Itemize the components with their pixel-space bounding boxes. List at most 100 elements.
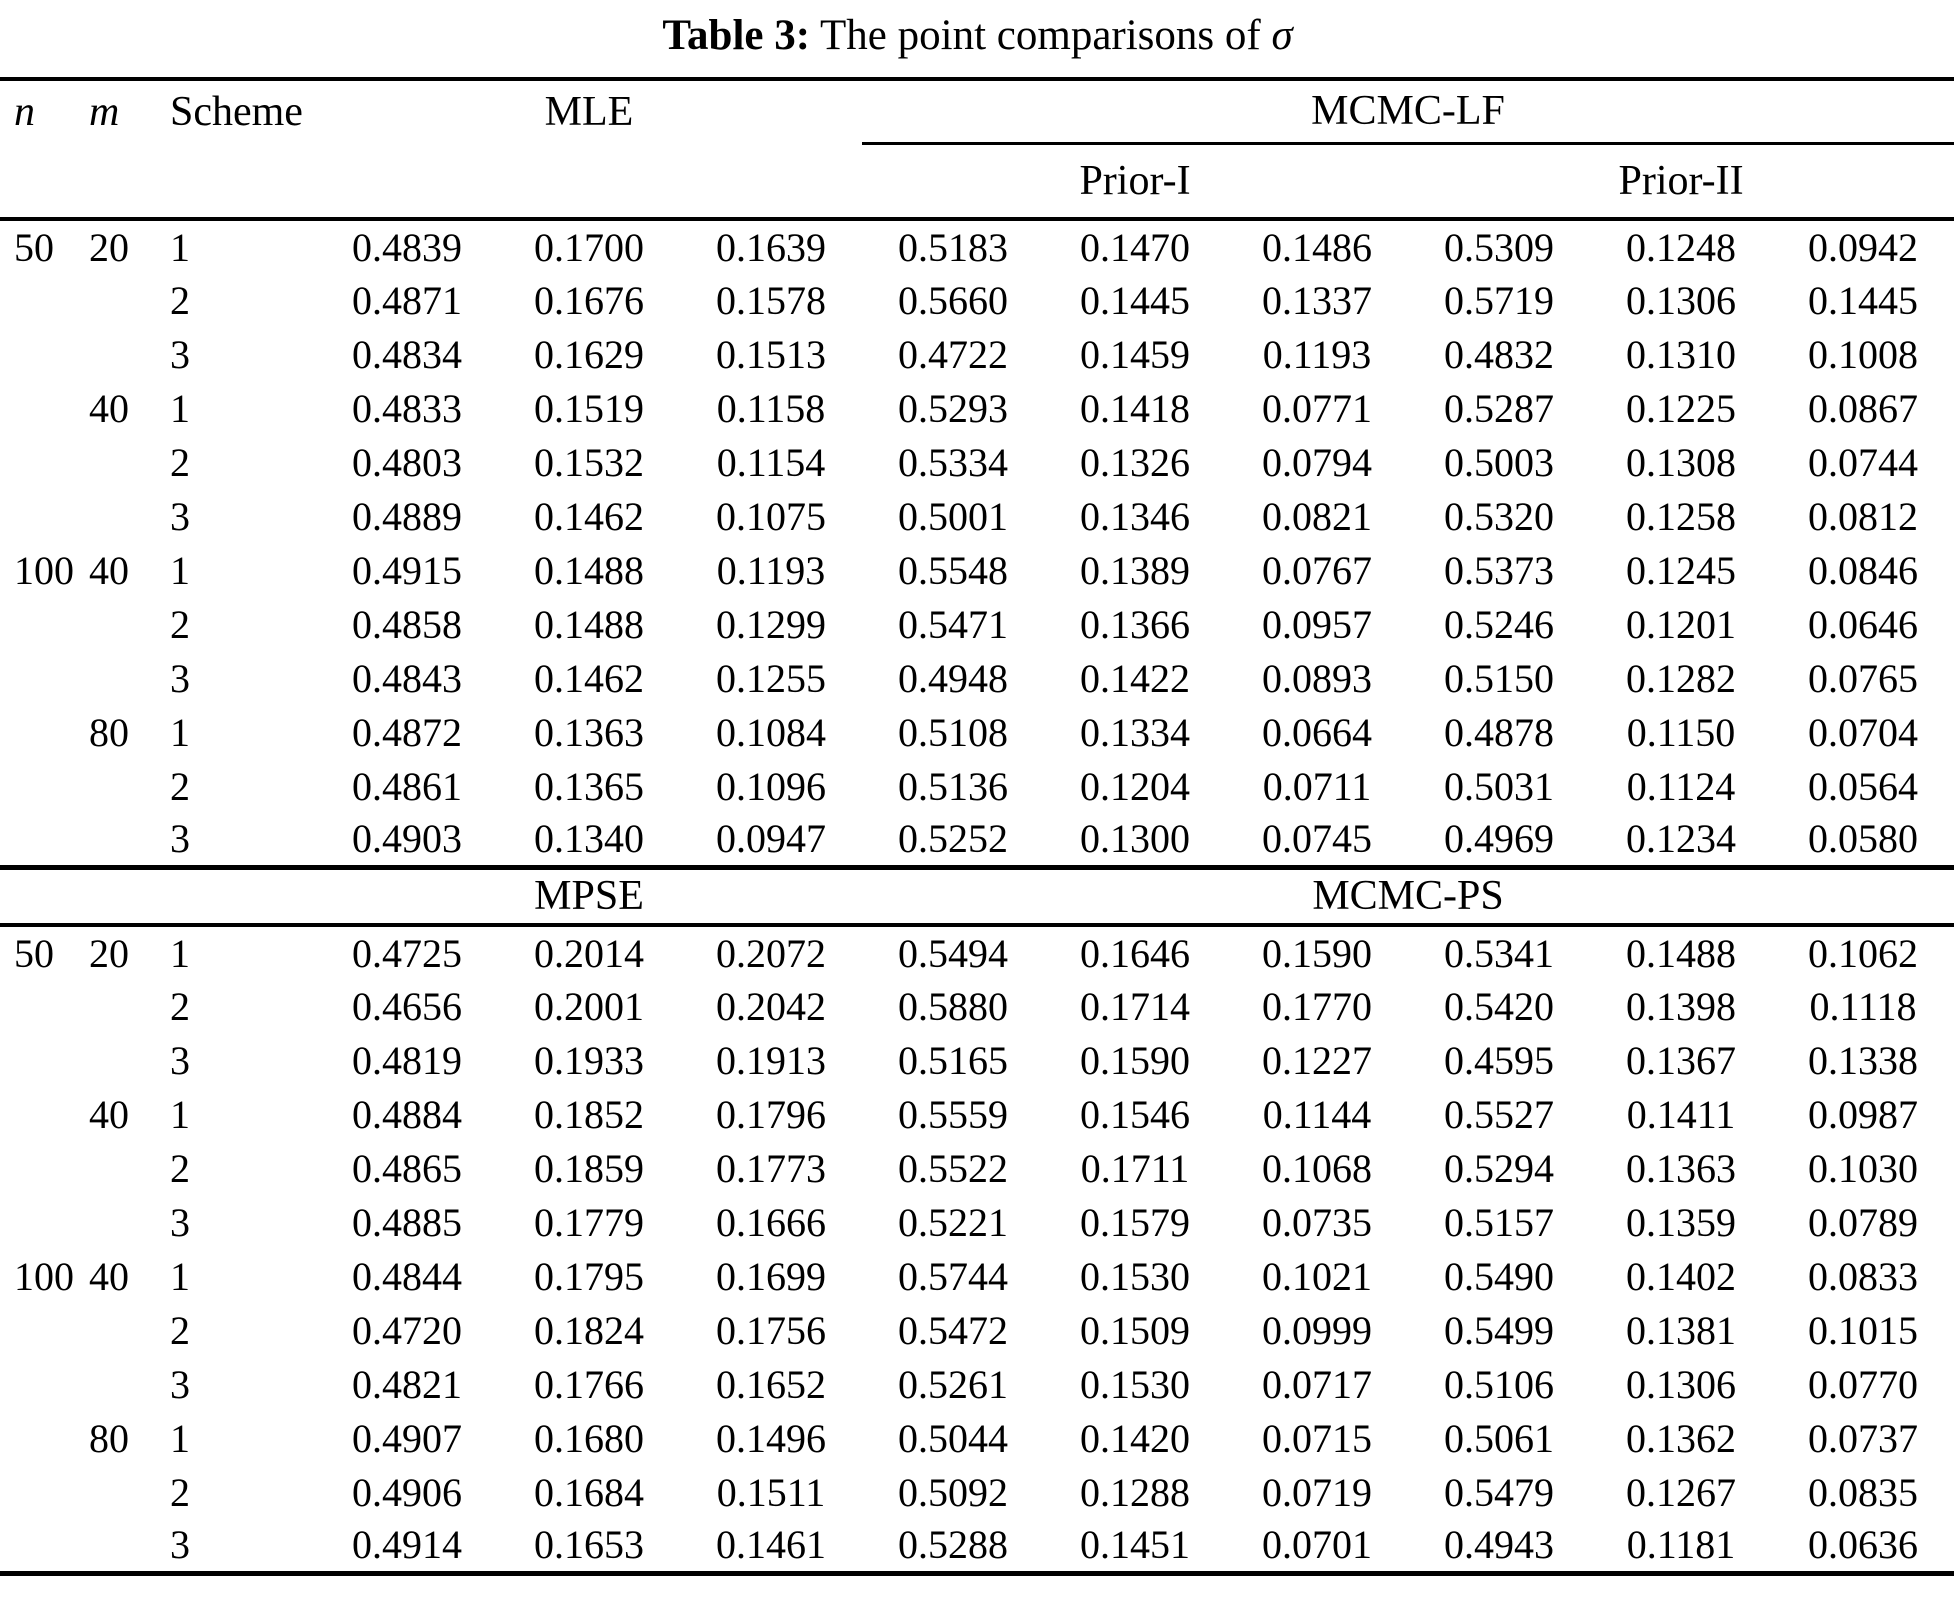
value-cell: 0.0789 (1808, 1199, 1919, 1245)
value-cell: 0.1488 (534, 601, 644, 647)
value-cell: 0.4861 (352, 763, 462, 809)
table-row: 2 0.4865 0.1859 0.1773 0.5522 0.1711 0.1068 0.5… (0, 1141, 1954, 1195)
scheme-cell: 1 (170, 224, 190, 270)
value-cell: 0.5106 (1444, 1361, 1555, 1407)
value-cell: 0.1530 (1080, 1361, 1191, 1407)
value-cell: 0.1118 (1809, 983, 1917, 1029)
value-cell: 0.4889 (352, 493, 462, 539)
value-cell: 0.5744 (898, 1253, 1009, 1299)
value-cell: 0.4843 (352, 655, 462, 701)
n-cell (0, 1357, 85, 1411)
value-cell: 0.1201 (1626, 601, 1737, 647)
m-cell: 40 (89, 1091, 129, 1137)
m-cell (85, 435, 140, 489)
value-cell: 0.5246 (1444, 601, 1555, 647)
value-cell: 0.5031 (1444, 763, 1555, 809)
col-header-mcmc-ps: MCMC-PS (1312, 873, 1504, 920)
n-cell (0, 1087, 85, 1141)
value-cell: 0.5287 (1444, 385, 1555, 431)
scheme-cell: 1 (170, 1415, 190, 1461)
m-cell: 40 (89, 385, 129, 431)
table-row: 50 20 1 0.4839 0.1700 0.1639 0.5183 0.1470 0.148… (0, 219, 1954, 273)
value-cell: 0.1488 (1626, 930, 1737, 976)
value-cell: 0.1204 (1080, 763, 1191, 809)
value-cell: 0.5472 (898, 1307, 1009, 1353)
value-cell: 0.0957 (1262, 601, 1373, 647)
value-cell: 0.1422 (1080, 655, 1191, 701)
n-cell (0, 273, 85, 327)
value-cell: 0.1310 (1626, 331, 1737, 377)
value-cell: 0.2001 (534, 983, 644, 1029)
value-cell: 0.0821 (1262, 493, 1373, 539)
value-cell: 0.5559 (898, 1091, 1009, 1137)
table-row: 40 1 0.4884 0.1852 0.1796 0.5559 0.1546 0.1144 0… (0, 1087, 1954, 1141)
n-cell (0, 597, 85, 651)
value-cell: 0.1459 (1080, 331, 1191, 377)
value-cell: 0.1779 (534, 1199, 644, 1245)
value-cell: 0.4907 (352, 1415, 462, 1461)
value-cell: 0.1509 (1080, 1307, 1191, 1353)
value-cell: 0.1470 (1080, 224, 1191, 270)
divider-row: MPSE MCMC-PS (0, 867, 1955, 925)
scheme-cell: 1 (170, 1253, 190, 1299)
m-cell (85, 1033, 140, 1087)
value-cell: 0.1021 (1262, 1253, 1373, 1299)
value-cell: 0.1773 (716, 1145, 826, 1191)
value-cell: 0.0735 (1262, 1199, 1373, 1245)
value-cell: 0.0867 (1808, 385, 1919, 431)
value-cell: 0.0719 (1262, 1469, 1373, 1515)
value-cell: 0.1062 (1808, 930, 1919, 976)
scheme-cell: 2 (170, 1307, 190, 1353)
table-row: 2 0.4656 0.2001 0.2042 0.5880 0.1714 0.1770 0.5… (0, 979, 1954, 1033)
table-row: 100 40 1 0.4915 0.1488 0.1193 0.5548 0.1389 0.07… (0, 543, 1954, 597)
value-cell: 0.1418 (1080, 385, 1191, 431)
table-title: Table 3: The point comparisons of σ (0, 0, 1955, 77)
value-cell: 0.1365 (534, 763, 644, 809)
value-cell: 0.1756 (716, 1307, 826, 1353)
value-cell: 0.1795 (534, 1253, 644, 1299)
value-cell: 0.5108 (898, 709, 1009, 755)
value-cell: 0.4803 (352, 439, 462, 485)
value-cell: 0.1362 (1626, 1415, 1737, 1461)
value-cell: 0.1308 (1626, 439, 1737, 485)
value-cell: 0.4720 (352, 1307, 462, 1353)
value-cell: 0.1445 (1080, 277, 1191, 323)
scheme-cell: 1 (170, 1091, 190, 1137)
col-header-mcmc-lf: MCMC-LF (862, 79, 1955, 145)
value-cell: 0.5522 (898, 1145, 1009, 1191)
m-cell: 20 (89, 930, 129, 976)
table-row: 40 1 0.4833 0.1519 0.1158 0.5293 0.1418 0.0771 0… (0, 381, 1954, 435)
value-cell: 0.4858 (352, 601, 462, 647)
value-cell: 0.0987 (1808, 1091, 1919, 1137)
col-header-mpse: MPSE (534, 873, 644, 920)
value-cell: 0.1652 (716, 1361, 826, 1407)
table-row: 2 0.4871 0.1676 0.1578 0.5660 0.1445 0.1337 0.5… (0, 273, 1954, 327)
value-cell: 0.0646 (1808, 601, 1919, 647)
value-cell: 0.1676 (534, 277, 644, 323)
table-row: 100 40 1 0.4844 0.1795 0.1699 0.5744 0.1530 0.10… (0, 1249, 1954, 1303)
value-cell: 0.5309 (1444, 224, 1555, 270)
col-header-mle: MLE (544, 89, 634, 135)
n-cell (0, 813, 85, 867)
value-cell: 0.0715 (1262, 1415, 1373, 1461)
table-row: 3 0.4889 0.1462 0.1075 0.5001 0.1346 0.0821 0.5… (0, 489, 1954, 543)
value-cell: 0.1629 (534, 331, 644, 377)
n-cell (0, 489, 85, 543)
value-cell: 0.4595 (1444, 1037, 1555, 1083)
value-cell: 0.1225 (1626, 385, 1737, 431)
scheme-cell: 2 (170, 1145, 190, 1191)
value-cell: 0.1068 (1262, 1145, 1373, 1191)
m-cell (85, 273, 140, 327)
value-cell: 0.4915 (352, 547, 462, 593)
value-cell: 0.5420 (1444, 983, 1555, 1029)
value-cell: 0.1389 (1080, 547, 1191, 593)
value-cell: 0.1513 (716, 331, 826, 377)
value-cell: 0.1306 (1626, 277, 1737, 323)
table-row: 80 1 0.4872 0.1363 0.1084 0.5108 0.1334 0.0664 0… (0, 705, 1954, 759)
value-cell: 0.0701 (1262, 1522, 1373, 1568)
value-cell: 0.5044 (898, 1415, 1009, 1461)
value-cell: 0.0999 (1262, 1307, 1373, 1353)
value-cell: 0.1326 (1080, 439, 1191, 485)
table-row: 3 0.4843 0.1462 0.1255 0.4948 0.1422 0.0893 0.5… (0, 651, 1954, 705)
table-row: 3 0.4903 0.1340 0.0947 0.5252 0.1300 0.0745 0.4… (0, 813, 1954, 867)
